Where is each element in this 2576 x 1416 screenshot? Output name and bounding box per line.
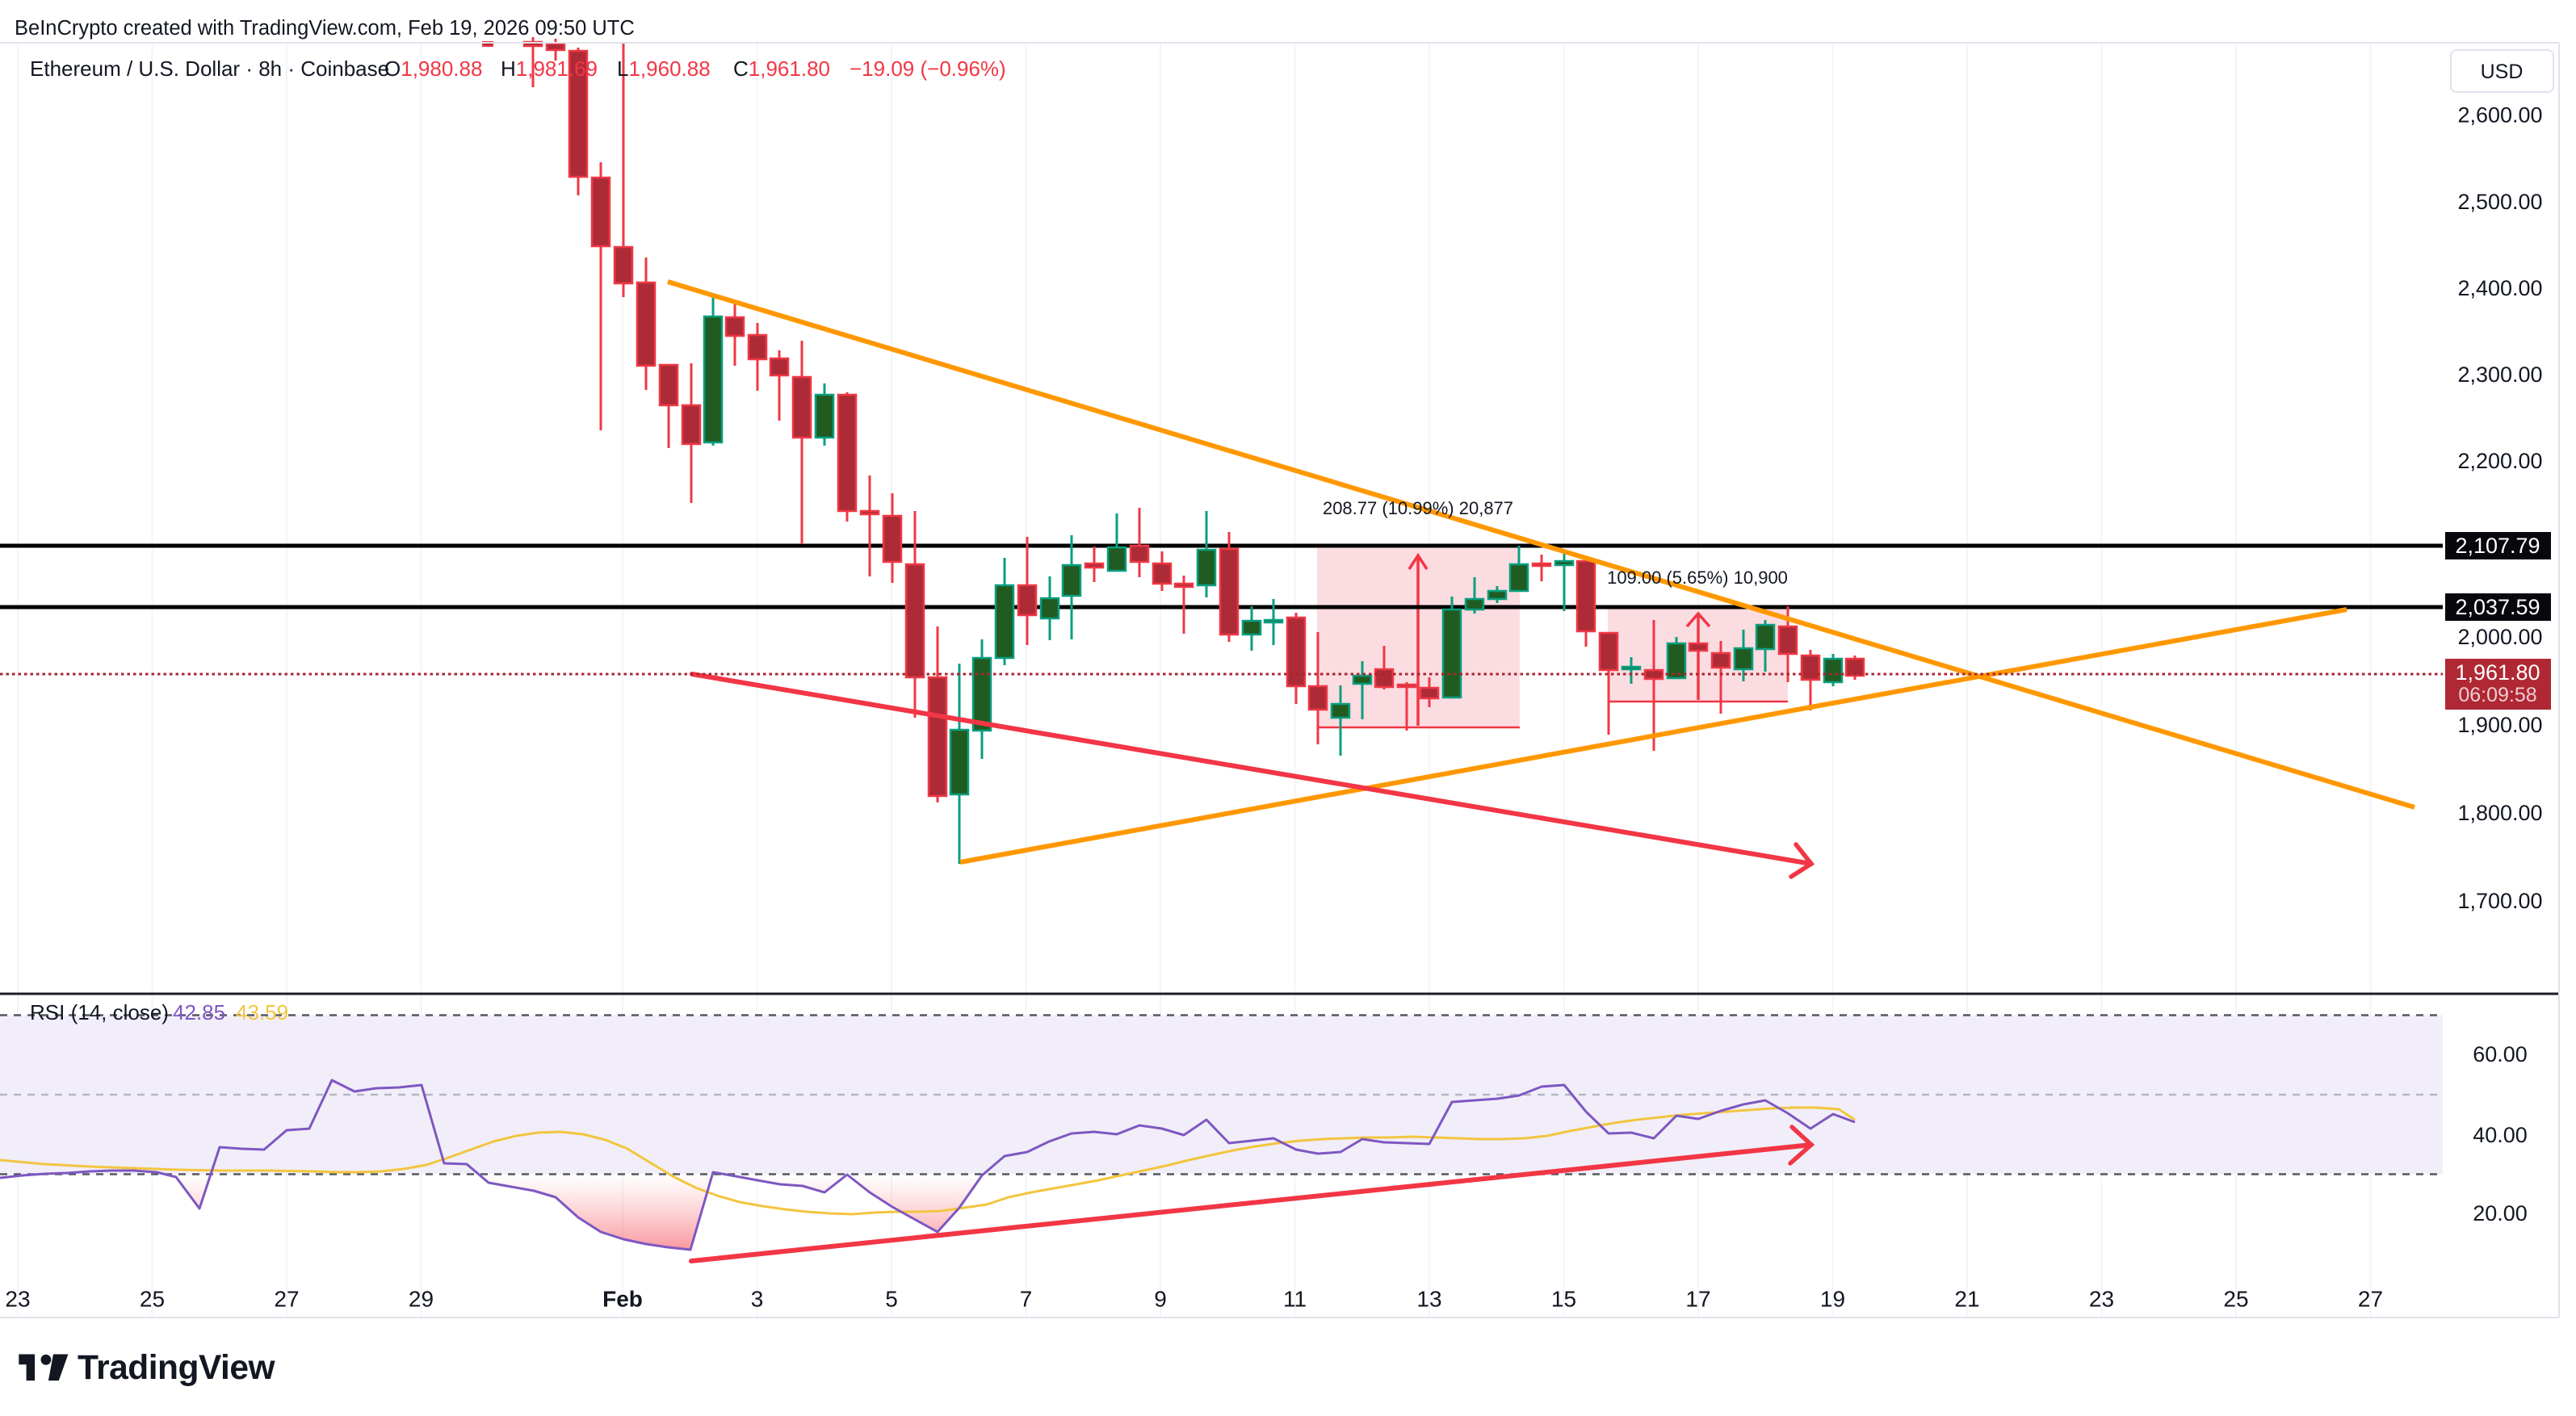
svg-text:9: 9 — [1154, 1287, 1167, 1312]
svg-text:L1,960.88: L1,960.88 — [617, 57, 711, 81]
svg-text:23: 23 — [2089, 1287, 2114, 1312]
svg-text:25: 25 — [2223, 1287, 2248, 1312]
svg-text:2,600.00: 2,600.00 — [2457, 103, 2542, 128]
svg-text:2,000.00: 2,000.00 — [2457, 625, 2542, 649]
svg-text:109.00 (5.65%) 10,900: 109.00 (5.65%) 10,900 — [1607, 568, 1788, 588]
svg-text:1,800.00: 1,800.00 — [2457, 801, 2542, 825]
svg-text:1,961.80: 1,961.80 — [2455, 660, 2540, 685]
svg-text:1,700.00: 1,700.00 — [2457, 889, 2542, 913]
svg-text:208.77 (10.99%) 20,877: 208.77 (10.99%) 20,877 — [1323, 498, 1513, 518]
svg-text:2,037.59: 2,037.59 — [2455, 595, 2540, 619]
svg-text:7: 7 — [1020, 1287, 1033, 1312]
svg-text:C1,961.80: C1,961.80 — [733, 57, 830, 81]
svg-text:2,200.00: 2,200.00 — [2457, 449, 2542, 473]
svg-text:21: 21 — [1954, 1287, 1979, 1312]
svg-text:27: 27 — [2358, 1287, 2383, 1312]
svg-text:06:09:58: 06:09:58 — [2458, 684, 2536, 706]
svg-text:O1,980.88: O1,980.88 — [384, 57, 482, 81]
svg-text:20.00: 20.00 — [2473, 1201, 2528, 1225]
svg-text:−19.09 (−0.96%): −19.09 (−0.96%) — [850, 57, 1006, 81]
svg-text:3: 3 — [751, 1287, 764, 1312]
svg-text:23: 23 — [5, 1287, 30, 1312]
svg-text:42.85: 42.85 — [173, 1000, 225, 1024]
svg-text:29: 29 — [409, 1287, 434, 1312]
svg-text:USD: USD — [2481, 61, 2524, 83]
svg-text:27: 27 — [274, 1287, 299, 1312]
svg-text:2,400.00: 2,400.00 — [2457, 276, 2542, 300]
svg-text:43.59: 43.59 — [236, 1000, 288, 1024]
svg-text:Feb: Feb — [602, 1287, 643, 1312]
svg-text:11: 11 — [1283, 1287, 1307, 1312]
svg-text:60.00: 60.00 — [2473, 1042, 2528, 1066]
svg-text:TradingView: TradingView — [78, 1349, 276, 1387]
svg-text:Ethereum / U.S. Dollar · 8h ·: Ethereum / U.S. Dollar · 8h · Coinbase — [30, 57, 389, 81]
svg-text:2,300.00: 2,300.00 — [2457, 362, 2542, 387]
svg-text:BeInCrypto created with Tradin: BeInCrypto created with TradingView.com,… — [15, 17, 635, 40]
svg-text:1,900.00: 1,900.00 — [2457, 713, 2542, 737]
svg-text:13: 13 — [1416, 1287, 1441, 1312]
svg-text:25: 25 — [140, 1287, 165, 1312]
svg-text:40.00: 40.00 — [2473, 1123, 2528, 1147]
svg-text:19: 19 — [1820, 1287, 1845, 1312]
svg-text:17: 17 — [1685, 1287, 1710, 1312]
svg-text:2,107.79: 2,107.79 — [2455, 534, 2540, 558]
svg-text:2,500.00: 2,500.00 — [2457, 190, 2542, 214]
svg-text:5: 5 — [885, 1287, 898, 1312]
svg-text:H1,981.69: H1,981.69 — [501, 57, 598, 81]
svg-text:RSI (14, close): RSI (14, close) — [30, 1000, 169, 1024]
svg-text:15: 15 — [1551, 1287, 1576, 1312]
